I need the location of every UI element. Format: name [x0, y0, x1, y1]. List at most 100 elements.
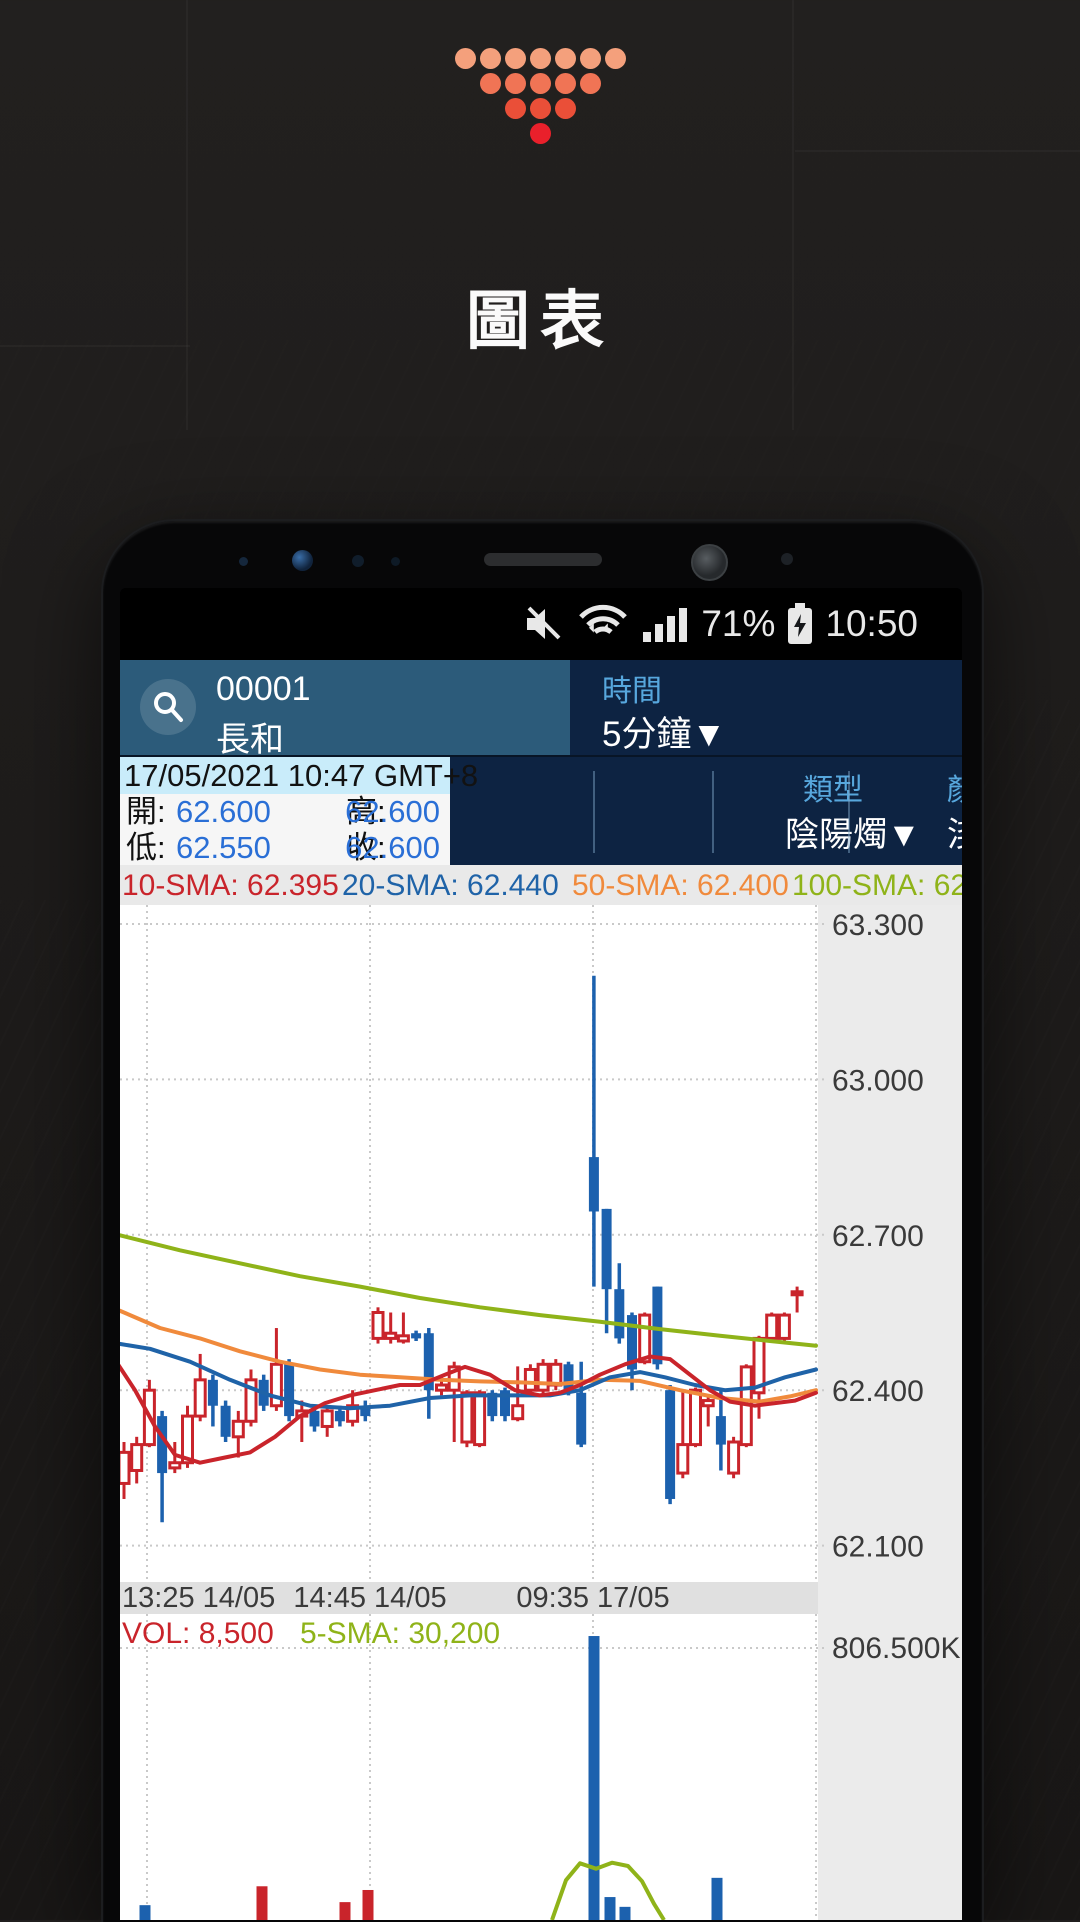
candle-body-down — [500, 1390, 510, 1417]
logo-dot — [479, 72, 501, 94]
candle-body-down — [423, 1333, 434, 1391]
candle-body-down — [652, 1286, 663, 1365]
candle-body-down — [601, 1208, 612, 1290]
volume-bar — [711, 1877, 723, 1920]
iris-sensor — [352, 555, 364, 567]
volume-axis-label: 806.500K — [832, 1632, 960, 1665]
menu-value[interactable]: 陰陽燭▼ — [785, 816, 921, 854]
period-dropdown[interactable]: 5分鐘▼ — [602, 715, 727, 754]
app-logo — [0, 0, 1080, 150]
volume-legend-item: VOL: 8,500 — [122, 1617, 274, 1650]
ma20-line — [120, 1341, 818, 1411]
y-axis-label: 62.400 — [832, 1375, 924, 1408]
symbol-selector[interactable]: 00001 長和 — [120, 660, 570, 759]
sma-legend-item: 100-SMA: 62.485 — [792, 869, 962, 902]
status-bar: 71% 10:50 — [120, 588, 962, 660]
led-sensor — [391, 557, 400, 566]
candle-body-up — [231, 1419, 245, 1439]
candle-body-up — [790, 1290, 804, 1297]
sma-legend-item: 10-SMA: 62.395 — [122, 869, 339, 902]
ohlc-label: 收: — [346, 830, 386, 865]
search-icon — [154, 692, 183, 722]
quote-datetime: 17/05/2021 10:47 GMT+8 — [120, 757, 478, 794]
ma100-line — [120, 1233, 818, 1348]
logo-dot — [529, 72, 551, 94]
candle-body-up — [269, 1362, 283, 1408]
candle-body-up — [346, 1404, 360, 1423]
candle-body-up — [765, 1313, 779, 1340]
sma-legend: 10-SMA: 62.395 20-SMA: 62.440 50-SMA: 62.4… — [120, 865, 962, 905]
menu-separator — [712, 771, 714, 853]
candle-body-down — [588, 1157, 599, 1212]
candle-body-up — [181, 1414, 194, 1465]
ohlc-value: 62.600 — [176, 794, 271, 829]
ohlc-label: 高: — [346, 794, 386, 829]
battery-percent: 71% — [701, 603, 776, 644]
chart-header: 00001 長和 時間 5分鐘▼ — [120, 660, 962, 759]
candle-body-down — [220, 1405, 231, 1437]
candle-body-down — [207, 1379, 218, 1406]
candle-body-up — [777, 1313, 791, 1340]
x-axis-label: 14:45 14/05 — [293, 1582, 446, 1614]
y-axis-label: 63.300 — [832, 909, 924, 942]
volume-legend-item: 5-SMA: 30,200 — [300, 1617, 500, 1650]
logo-dot — [504, 97, 526, 119]
x-axis-label: 13:25 14/05 — [122, 1582, 275, 1614]
candle-body-up — [676, 1443, 690, 1475]
chart-area[interactable]: 63.300 63.000 62.700 62.400 62.100 13:25 14/0… — [120, 905, 962, 1920]
volume-sma-line — [550, 1860, 666, 1920]
time-axis-band — [120, 1582, 818, 1614]
candle-body-up — [435, 1383, 448, 1392]
volume-bar — [619, 1906, 631, 1920]
bg-texture-right — [980, 700, 1080, 1920]
candle-body-up — [384, 1331, 398, 1340]
logo-dot — [504, 47, 526, 69]
logo-dot — [554, 97, 576, 119]
mute-icon — [527, 606, 561, 640]
logo-dot — [579, 47, 601, 69]
header-right: 時間 5分鐘▼ — [570, 660, 962, 755]
candle-body-down — [715, 1416, 726, 1445]
candlestick-chart[interactable]: 63.300 63.000 62.700 62.400 62.100 13:25 14/0… — [120, 905, 962, 1920]
candle-body-up — [727, 1440, 741, 1475]
candle-body-up — [130, 1443, 144, 1472]
candle-body-down — [334, 1410, 345, 1422]
logo-dot — [579, 72, 601, 94]
logo-dot — [554, 72, 576, 94]
stock-name: 長和 — [216, 721, 284, 759]
candle-body-down — [665, 1390, 676, 1499]
candle-body-down — [309, 1410, 320, 1427]
ohlc-value: 62.600 — [345, 794, 440, 829]
bg-texture-top — [0, 340, 1080, 520]
candle-body-up — [511, 1404, 525, 1421]
candle-body-up — [536, 1362, 550, 1392]
ohlc-label: 開: — [126, 794, 166, 829]
sma-legend-item: 50-SMA: 62.400 — [572, 869, 789, 902]
front-camera-left — [292, 550, 313, 571]
bg-seam — [795, 150, 1080, 152]
menu-value[interactable]: 淺▼ — [947, 807, 962, 856]
sma-legend-item: 20-SMA: 62.440 — [342, 869, 559, 902]
volume-bar — [588, 1636, 600, 1920]
notification-led — [781, 553, 793, 565]
candle-body-down — [614, 1289, 625, 1339]
axis-panel-bg — [818, 905, 962, 1920]
volume-bar — [362, 1889, 374, 1920]
candle-body-down — [411, 1333, 422, 1339]
signal-icon — [643, 608, 688, 642]
candle-body-up — [638, 1313, 652, 1364]
front-camera-right — [691, 544, 728, 581]
stock-code: 00001 — [216, 670, 311, 708]
search-button[interactable] — [140, 679, 196, 735]
battery-icon — [788, 603, 813, 644]
ohlc-grid: 開: 62.600 高: 62.600 低: 62.550 收: 62.600 — [120, 794, 450, 867]
candle-body-up — [523, 1367, 537, 1392]
logo-dot — [554, 47, 576, 69]
menu-label: 類型 — [803, 774, 863, 807]
volume-bar — [256, 1886, 268, 1920]
logo-dot — [529, 47, 551, 69]
volume-pane-bg — [120, 1614, 818, 1920]
bg-texture-left — [0, 900, 102, 1920]
logo-dot — [454, 47, 476, 69]
